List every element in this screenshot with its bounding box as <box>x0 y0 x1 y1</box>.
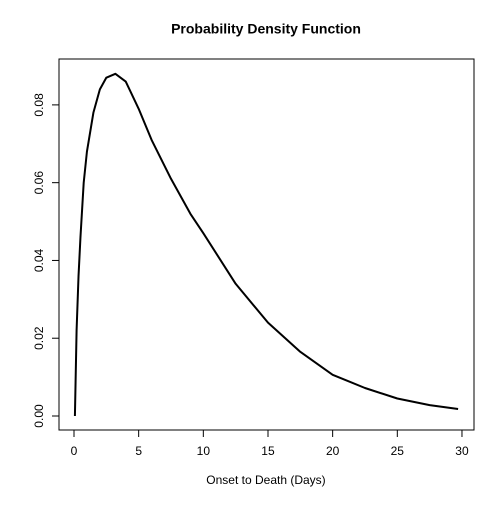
x-tick-label: 0 <box>71 444 78 458</box>
x-tick-label: 20 <box>326 444 340 458</box>
x-tick-label: 15 <box>261 444 275 458</box>
x-tick-label: 25 <box>391 444 405 458</box>
y-tick-label: 0.02 <box>32 326 46 350</box>
x-axis-title: Onset to Death (Days) <box>206 473 325 487</box>
chart-title: Probability Density Function <box>171 21 361 37</box>
y-tick-label: 0.04 <box>32 248 46 272</box>
y-tick-label: 0.06 <box>32 171 46 195</box>
density-curve <box>73 72 459 417</box>
x-tick-label: 10 <box>197 444 211 458</box>
x-tick-label: 30 <box>455 444 469 458</box>
plot-box <box>58 58 475 431</box>
y-tick-label: 0.00 <box>32 404 46 428</box>
y-tick-label: 0.08 <box>32 93 46 117</box>
x-tick-label: 5 <box>135 444 142 458</box>
